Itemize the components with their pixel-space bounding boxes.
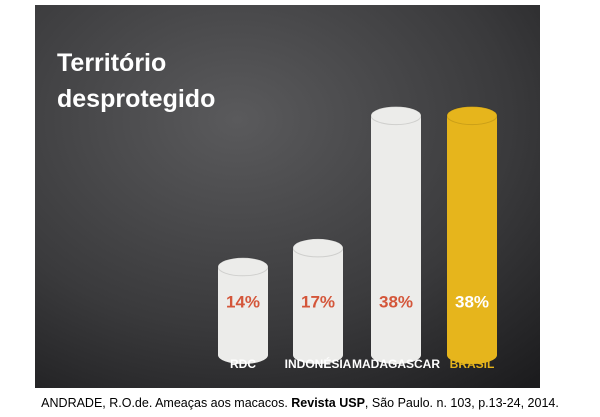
caption-text: ANDRADE, R.O.de. Ameaças aos macacos. bbox=[41, 396, 292, 410]
value-label: 17% bbox=[301, 292, 335, 311]
caption: ANDRADE, R.O.de. Ameaças aos macacos. Re… bbox=[0, 396, 600, 410]
x-tick-label: INDONÉSIA bbox=[285, 356, 352, 371]
value-label: 14% bbox=[226, 292, 260, 311]
bar-cap bbox=[446, 106, 498, 126]
caption-text: , São Paulo. n. 103, p.13-24, 2014. bbox=[364, 396, 559, 410]
value-label: 38% bbox=[455, 292, 489, 311]
bar-base bbox=[293, 346, 343, 364]
x-tick-label: RDC bbox=[230, 357, 256, 371]
chart-title: Território desprotegido bbox=[57, 49, 216, 113]
bar bbox=[218, 266, 268, 355]
bar-cap bbox=[292, 238, 344, 258]
bar-base bbox=[218, 346, 268, 364]
bar-cap bbox=[217, 257, 269, 277]
bar-cap bbox=[370, 106, 422, 126]
x-tick-label: MADAGASCAR bbox=[352, 357, 440, 371]
bar bbox=[447, 115, 497, 355]
bar bbox=[293, 247, 343, 355]
infographic: 14% RDC 17% INDONÉSIA 38% MADAGASCAR 38% BRASIL… bbox=[35, 5, 540, 388]
chart: 14% RDC 17% INDONÉSIA 38% MADAGASCAR 38% BRASIL bbox=[35, 5, 540, 388]
value-label: 38% bbox=[379, 292, 413, 311]
x-tick-label: BRASIL bbox=[450, 357, 495, 371]
bar-base bbox=[447, 346, 497, 364]
caption-journal: Revista USP bbox=[291, 396, 365, 410]
bar bbox=[371, 115, 421, 355]
bar-base bbox=[371, 346, 421, 364]
